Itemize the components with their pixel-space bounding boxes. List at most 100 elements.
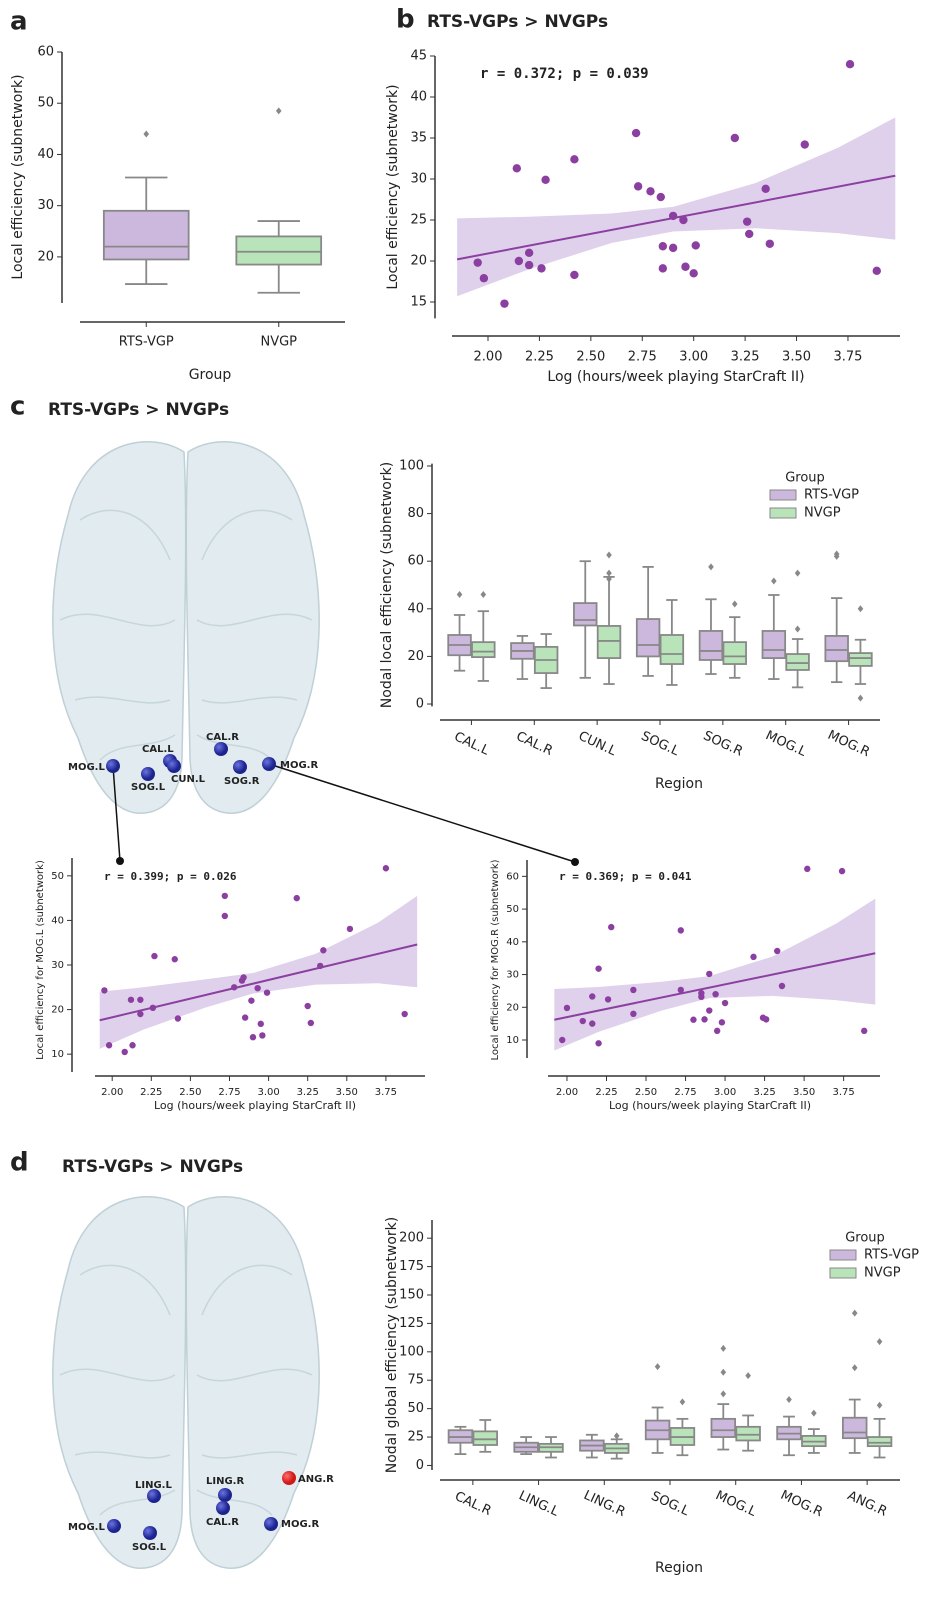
y-tick-label: 0: [416, 1458, 424, 1473]
y-tick-label: 10: [51, 1049, 64, 1060]
x-tick-label: 2.50: [635, 1087, 657, 1098]
box: [825, 636, 848, 661]
y-tick-label: 30: [410, 172, 427, 187]
point: [250, 1034, 256, 1040]
x-tick-label: ANG.R: [845, 1488, 889, 1519]
y-tick-label: 30: [506, 970, 519, 981]
point: [608, 924, 614, 930]
y-axis-title: Nodal local efficiency (subnetwork): [379, 462, 395, 708]
x-tick-label: CUN.L: [576, 729, 619, 760]
x-tick-label: 2.00: [101, 1087, 123, 1098]
point: [706, 971, 712, 977]
x-tick-label: 3.25: [731, 350, 760, 365]
node-label: CAL.L: [142, 744, 174, 755]
point: [172, 956, 178, 962]
y-axis-title: Nodal global efficiency (subnetwork): [384, 1217, 400, 1473]
point: [605, 996, 611, 1002]
point: [634, 182, 642, 190]
y-tick-label: 175: [399, 1259, 424, 1274]
node-label: MOG.L: [68, 762, 105, 773]
point: [632, 129, 640, 137]
y-axis-title: Local efficiency (subnetwork): [10, 74, 26, 279]
y-tick-label: 30: [51, 960, 64, 971]
legend-swatch: [770, 490, 796, 500]
box: [843, 1418, 867, 1438]
x-tick-label: SOG.L: [639, 729, 682, 760]
point: [766, 240, 774, 248]
node-label: CAL.R: [206, 732, 239, 743]
x-tick-label: 3.50: [336, 1087, 358, 1098]
box: [711, 1419, 735, 1437]
x-tick-label: MOG.R: [825, 728, 872, 760]
x-tick-label: MOG.L: [763, 728, 809, 760]
point: [320, 947, 326, 953]
point: [347, 926, 353, 932]
point: [513, 164, 521, 172]
node-label: CUN.L: [171, 774, 206, 785]
y-tick-label: 200: [399, 1231, 424, 1246]
panel-letter: a: [10, 7, 28, 37]
x-axis-title: Region: [655, 1560, 703, 1576]
x-tick-label: 3.50: [782, 350, 811, 365]
outlier: [614, 1432, 620, 1439]
point: [630, 1011, 636, 1017]
legend-label: RTS-VGP: [804, 488, 859, 503]
y-tick-label: 0: [416, 697, 424, 712]
point: [222, 913, 228, 919]
node-label: MOG.L: [68, 1522, 105, 1533]
box: [473, 1431, 497, 1445]
panel-letter: c: [10, 392, 25, 422]
y-tick-label: 20: [51, 1005, 64, 1016]
point: [659, 242, 667, 250]
x-tick-label: 2.75: [628, 350, 657, 365]
x-axis-title: Group: [189, 367, 232, 383]
x-tick-label: CAL.R: [452, 1489, 493, 1519]
point: [659, 264, 667, 272]
x-tick-label: 3.00: [257, 1087, 279, 1098]
outlier: [811, 1410, 817, 1417]
box: [104, 211, 189, 260]
point: [779, 983, 785, 989]
point: [541, 176, 549, 184]
x-tick-label: 2.25: [140, 1087, 162, 1098]
point: [106, 1042, 112, 1048]
box: [736, 1427, 760, 1441]
y-axis-title: Local efficiency (subnetwork): [385, 84, 401, 289]
y-tick-label: 25: [407, 1430, 424, 1445]
x-tick-label: 3.75: [375, 1087, 397, 1098]
point: [240, 974, 246, 980]
point: [248, 997, 254, 1003]
point: [801, 140, 809, 148]
annotation: r = 0.369; p = 0.041: [559, 870, 692, 883]
x-axis-title: Region: [655, 776, 703, 792]
y-tick-label: 125: [399, 1316, 424, 1331]
x-tick-label: 3.75: [833, 350, 862, 365]
point: [129, 1042, 135, 1048]
point: [128, 997, 134, 1003]
legend-swatch: [830, 1250, 856, 1260]
legend-label: NVGP: [864, 1266, 901, 1281]
node-label: CAL.R: [206, 1517, 239, 1528]
y-tick-label: 40: [407, 601, 424, 616]
y-tick-label: 35: [410, 131, 427, 146]
outlier: [852, 1364, 858, 1371]
point: [873, 267, 881, 275]
box: [786, 654, 809, 670]
x-tick-label: MOG.L: [713, 1488, 759, 1520]
box: [661, 635, 684, 664]
y-tick-label: 15: [410, 295, 427, 310]
y-tick-label: 20: [37, 249, 54, 264]
legend-title: Group: [845, 1231, 885, 1246]
outlier: [795, 626, 801, 633]
y-tick-label: 60: [407, 554, 424, 569]
point: [646, 187, 654, 195]
outlier: [276, 107, 282, 114]
node-label: MOG.R: [280, 760, 318, 771]
box: [574, 603, 597, 625]
y-tick-label: 45: [410, 49, 427, 64]
y-tick-label: 50: [37, 96, 54, 111]
point: [595, 1040, 601, 1046]
x-tick-label: 2.00: [556, 1087, 578, 1098]
x-tick-label: SOG.R: [701, 728, 745, 759]
point: [804, 866, 810, 872]
